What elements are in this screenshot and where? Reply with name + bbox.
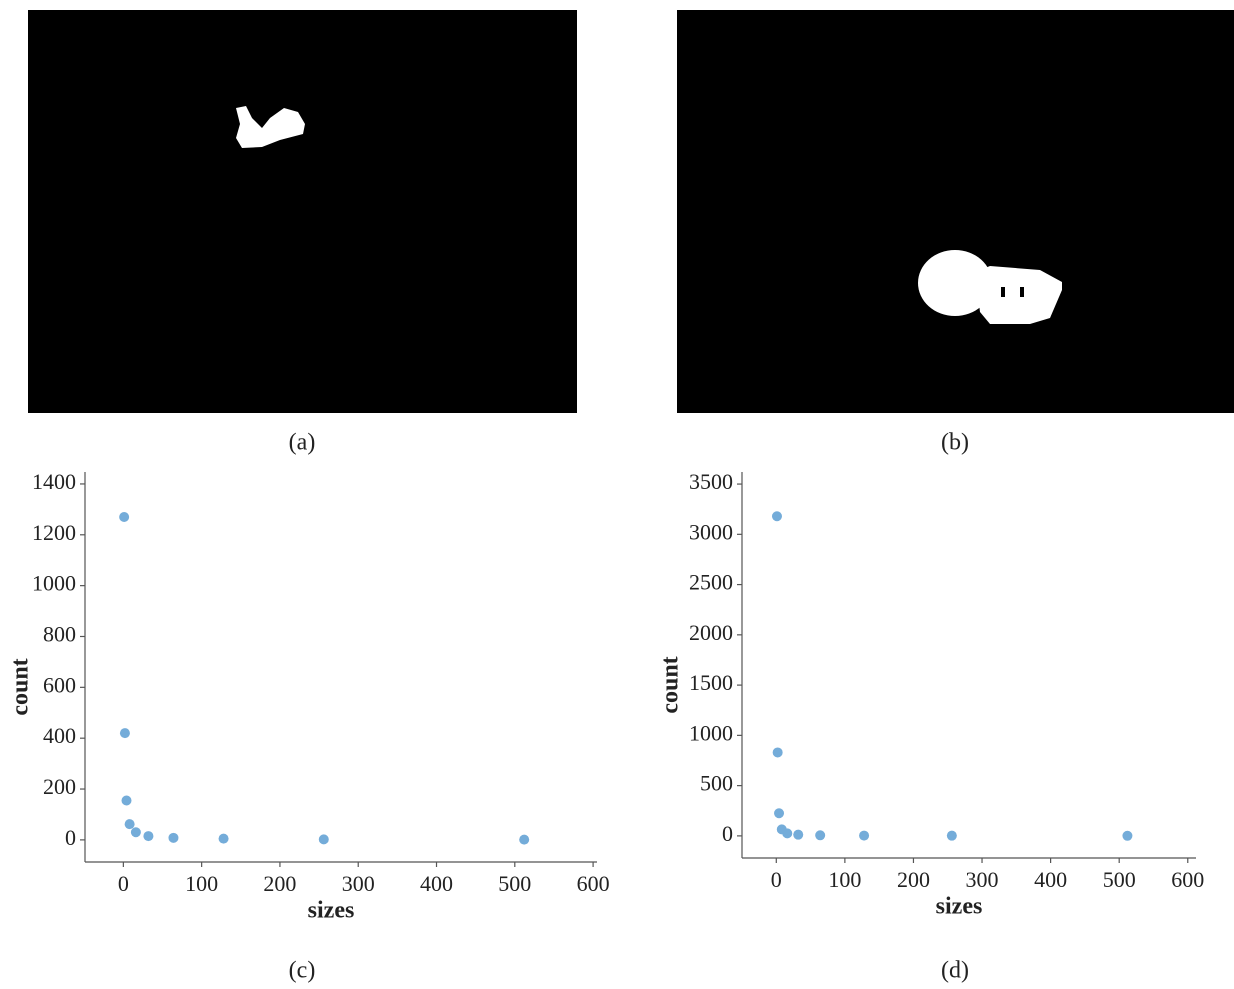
point [773,747,783,757]
y-tick-label: 0 [722,821,733,846]
point [1122,831,1132,841]
y-tick-label: 1400 [32,469,76,494]
y-tick-label: 400 [43,723,76,748]
point [168,833,178,843]
x-tick-label: 400 [420,871,453,896]
hole [1020,287,1024,297]
point [947,831,957,841]
point [120,728,130,738]
panel-label: (b) [941,430,969,456]
figure: (a) (b) (c) (d) 020040060080010001200140… [0,0,1234,989]
y-axis-label: count [8,658,34,715]
y-tick-label: 600 [43,672,76,697]
point [793,830,803,840]
y-axis-label: count [658,656,684,713]
point [219,834,229,844]
point [519,835,529,845]
y-tick-label: 0 [65,825,76,850]
point [143,831,153,841]
y-tick-label: 200 [43,774,76,799]
point [859,831,869,841]
x-tick-label: 600 [1171,867,1204,892]
point [319,834,329,844]
x-tick-label: 500 [498,871,531,896]
x-tick-label: 200 [897,867,930,892]
point [772,511,782,521]
point [119,512,129,522]
x-tick-label: 300 [342,871,375,896]
point [774,808,784,818]
y-tick-label: 2000 [689,620,733,645]
y-tick-label: 1000 [32,571,76,596]
x-tick-label: 0 [118,871,129,896]
x-tick-label: 0 [771,867,782,892]
image-a [28,10,577,413]
x-tick-label: 100 [828,867,861,892]
point [131,827,141,837]
y-tick-label: 2500 [689,570,733,595]
panel-label: (d) [941,958,969,984]
y-tick-label: 800 [43,622,76,647]
x-tick-label: 100 [185,871,218,896]
point [125,819,135,829]
point [815,830,825,840]
point [782,828,792,838]
x-tick-label: 600 [577,871,610,896]
panel-label: (a) [289,430,316,456]
hole [1001,287,1005,297]
x-tick-label: 200 [263,871,296,896]
y-tick-label: 500 [700,771,733,796]
y-tick-label: 1500 [689,670,733,695]
panel-label: (c) [289,958,316,984]
point [121,795,131,805]
x-tick-label: 300 [966,867,999,892]
y-tick-label: 1000 [689,720,733,745]
y-tick-label: 3500 [689,469,733,494]
x-axis-label: sizes [936,894,983,920]
x-axis-label: sizes [308,898,355,924]
y-tick-label: 1200 [32,520,76,545]
image-b [677,10,1234,413]
x-tick-label: 400 [1034,867,1067,892]
x-tick-label: 500 [1103,867,1136,892]
y-tick-label: 3000 [689,519,733,544]
